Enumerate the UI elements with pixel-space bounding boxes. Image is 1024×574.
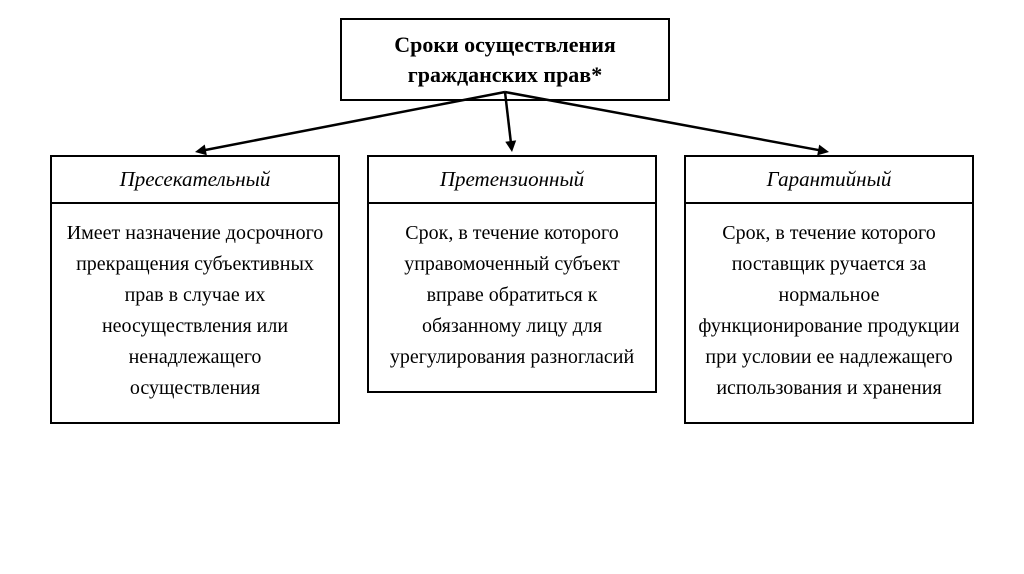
child-header: Пресекательный — [50, 155, 340, 204]
child-node: ПретензионныйСрок, в течение которого уп… — [367, 155, 657, 393]
child-header: Претензионный — [367, 155, 657, 204]
child-node: ПресекательныйИмеет назначение досрочног… — [50, 155, 340, 424]
child-node: ГарантийныйСрок, в течение которого пост… — [684, 155, 974, 424]
child-body: Имеет назначение досрочного прекращения … — [50, 204, 340, 424]
child-body: Срок, в течение которого поставщик ручае… — [684, 204, 974, 424]
root-title: Сроки осуществления гражданских прав* — [394, 32, 616, 87]
root-node: Сроки осуществления гражданских прав* — [340, 18, 670, 101]
child-header: Гарантийный — [684, 155, 974, 204]
child-body: Срок, в течение которого управомоченный … — [367, 204, 657, 393]
